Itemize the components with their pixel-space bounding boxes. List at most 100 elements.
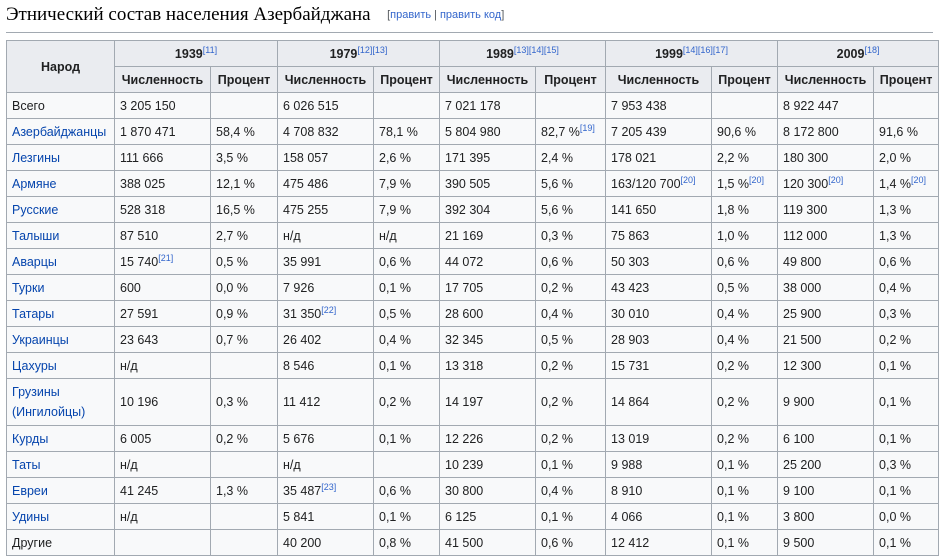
population-count-cell: 528 318 (114, 196, 211, 223)
population-count-cell: 141 650 (605, 196, 713, 223)
population-percent-cell: 0,4 % (711, 326, 779, 353)
population-count-cell: 6 125 (439, 503, 536, 530)
column-header-count[interactable]: Численность (605, 66, 713, 93)
nation-link[interactable]: Талыши (6, 222, 115, 249)
column-header-percent[interactable]: Процент (873, 66, 939, 93)
nation-link[interactable]: Грузины (Ингилойцы) (6, 378, 115, 426)
nation-link[interactable]: Азербайджанцы (6, 118, 115, 145)
population-percent-cell: 0,1 % (873, 529, 939, 556)
column-header-percent[interactable]: Процент (711, 66, 779, 93)
population-count-cell: 1 870 471 (114, 118, 211, 145)
nation-link[interactable]: Армяне (6, 170, 115, 197)
column-header-percent[interactable]: Процент (210, 66, 278, 93)
header-row-years: Народ 1939[11] 1979[12][13] 1989[13][14]… (6, 40, 939, 93)
population-count-cell: 11 412 (277, 378, 374, 426)
population-percent-cell: 0,5 % (711, 274, 779, 301)
edit-link[interactable]: править (390, 9, 432, 21)
population-percent-cell (210, 503, 278, 530)
population-percent-cell: 0,1 % (373, 352, 440, 379)
citation-ref[interactable]: [20] (911, 174, 927, 185)
population-percent-cell: 0,6 % (873, 248, 939, 275)
population-count-cell: 111 666 (114, 144, 211, 171)
population-percent-cell: 0,1 % (711, 529, 779, 556)
nation-link[interactable]: Русские (6, 196, 115, 223)
population-percent-cell: 0,6 % (534, 248, 607, 275)
citation-ref[interactable]: [12][13] (357, 44, 388, 55)
column-header-nation[interactable]: Народ (6, 40, 115, 93)
population-count-cell: 171 395 (439, 144, 536, 171)
column-header-count[interactable]: Численность (114, 66, 211, 93)
population-count-cell: 14 864 (605, 378, 713, 426)
nation-link[interactable]: Турки (6, 274, 115, 301)
population-count-cell: 5 841 (277, 503, 374, 530)
edit-code-link[interactable]: править код (439, 9, 502, 21)
nation-link[interactable]: Лезгины (6, 144, 115, 171)
population-count-cell: 600 (114, 274, 211, 301)
column-header-count[interactable]: Численность (439, 66, 536, 93)
population-percent-cell: 0,4 % (873, 274, 939, 301)
section-heading: Этнический состав населения Азербайджана… (6, 4, 933, 33)
population-count-cell: 9 988 (605, 451, 713, 478)
population-percent-cell (210, 92, 278, 119)
nation-link[interactable]: Евреи (6, 477, 115, 504)
population-count-cell: 25 200 (777, 451, 875, 478)
population-percent-cell: 0,1 % (373, 503, 440, 530)
population-count-cell: 9 100 (777, 477, 875, 504)
citation-ref[interactable]: [20] (748, 174, 764, 185)
table-row: Азербайджанцы 1 870 471 58,4 % 4 708 832 78,… (6, 118, 939, 145)
citation-ref[interactable]: [20] (828, 174, 844, 185)
population-count-cell: 12 412 (605, 529, 713, 556)
population-percent-cell: 2,4 % (534, 144, 607, 171)
column-header-count[interactable]: Численность (277, 66, 374, 93)
population-percent-cell: 91,6 % (873, 118, 939, 145)
column-header-percent[interactable]: Процент (534, 66, 607, 93)
citation-ref[interactable]: [21] (158, 252, 174, 263)
nation-link[interactable]: Украинцы (6, 326, 115, 353)
population-count-cell: 9 900 (777, 378, 875, 426)
table-row: Аварцы 15 740[21] 0,5 % 35 991 0,6 % 44 072 0,… (6, 248, 939, 275)
population-count-cell: 10 239 (439, 451, 536, 478)
nation-link[interactable]: Курды (6, 425, 115, 452)
population-count-cell: 12 226 (439, 425, 536, 452)
citation-ref[interactable]: [11] (202, 44, 218, 55)
population-count-cell: 390 505 (439, 170, 536, 197)
table-row: Лезгины 111 666 3,5 % 158 057 2,6 % 171 395 2,… (6, 144, 939, 171)
population-count-cell: 41 500 (439, 529, 536, 556)
population-percent-cell: 0,6 % (373, 477, 440, 504)
column-header-percent[interactable]: Процент (373, 66, 440, 93)
population-count-cell: 7 021 178 (439, 92, 536, 119)
population-count-cell: н/д (114, 503, 211, 530)
table-row: Таты н/д н/д 10 239 0,1 % 9 988 0,1 % 25 200 0,3… (6, 451, 939, 478)
population-count-cell: 15 740[21] (114, 248, 211, 275)
citation-ref[interactable]: [20] (680, 174, 696, 185)
nation-link[interactable]: Цахуры (6, 352, 115, 379)
population-count-cell: 158 057 (277, 144, 374, 171)
population-percent-cell: 0,1 % (534, 503, 607, 530)
population-count-cell: 75 863 (605, 222, 713, 249)
citation-ref[interactable]: [22] (321, 304, 337, 315)
population-percent-cell: 2,2 % (711, 144, 779, 171)
population-count-cell: н/д (277, 451, 374, 478)
nation-link[interactable]: Татары (6, 300, 115, 327)
population-count-cell: 44 072 (439, 248, 536, 275)
citation-ref[interactable]: [14][16][17] (682, 44, 728, 55)
nation-link[interactable]: Удины (6, 503, 115, 530)
nation-link[interactable]: Таты (6, 451, 115, 478)
citation-ref[interactable]: [13][14][15] (513, 44, 559, 55)
population-count-cell: 17 705 (439, 274, 536, 301)
column-header-count[interactable]: Численность (777, 66, 875, 93)
population-percent-cell: 1,3 % (210, 477, 278, 504)
population-count-cell: 30 010 (605, 300, 713, 327)
citation-ref[interactable]: [23] (321, 481, 337, 492)
population-count-cell: 21 169 (439, 222, 536, 249)
table-row: Курды 6 005 0,2 % 5 676 0,1 % 12 226 0,2 % 13 0… (6, 425, 939, 452)
table-row: Армяне 388 025 12,1 % 475 486 7,9 % 390 505 5,… (6, 170, 939, 197)
citation-ref[interactable]: [18] (864, 44, 880, 55)
citation-ref[interactable]: [19] (579, 122, 595, 133)
nation-link[interactable]: Аварцы (6, 248, 115, 275)
table-row: Другие 40 200 0,8 % 41 500 0,6 % 12 412 0,1 % 9… (6, 529, 939, 556)
population-percent-cell: 1,5 %[20] (711, 170, 779, 197)
table-row: Татары 27 591 0,9 % 31 350[22] 0,5 % 28 600 0,… (6, 300, 939, 327)
population-percent-cell: 7,9 % (373, 196, 440, 223)
population-percent-cell: 0,1 % (373, 274, 440, 301)
